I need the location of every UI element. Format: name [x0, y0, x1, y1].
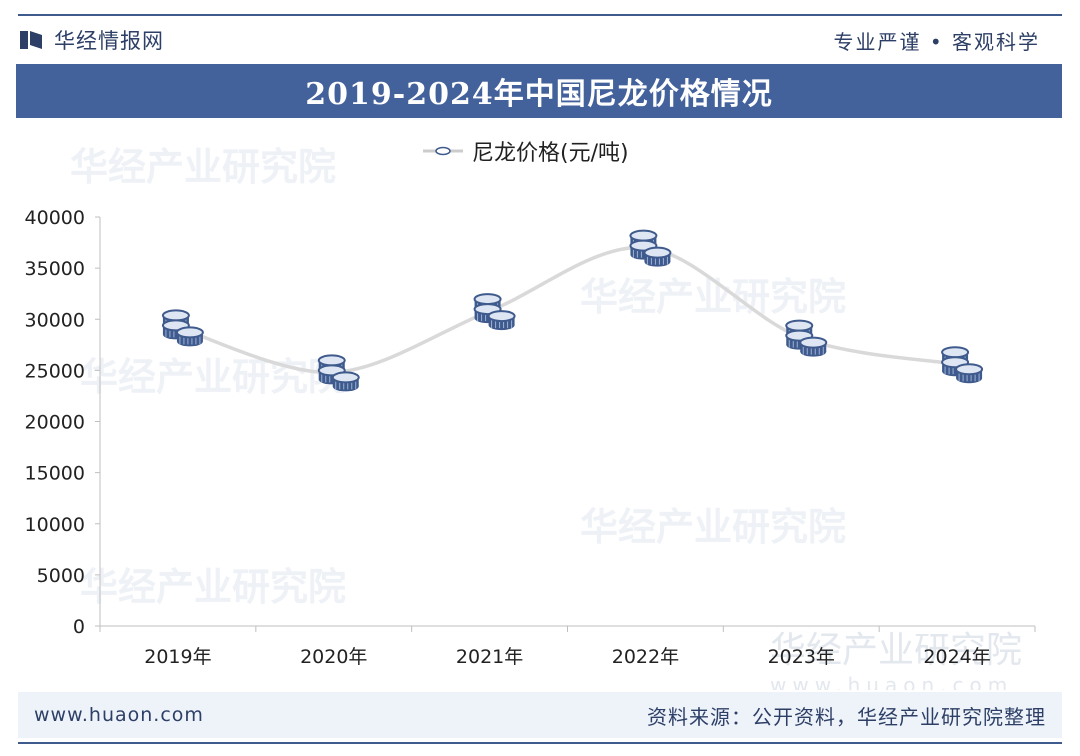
- series: [161, 229, 984, 392]
- watermark-text: 华经产业研究院: [80, 355, 346, 399]
- x-tick-label: 2020年: [300, 646, 367, 668]
- legend: 尼龙价格(元/吨): [423, 141, 629, 166]
- y-tick-label: 15000: [25, 463, 85, 485]
- y-tick-label: 0: [73, 616, 85, 638]
- x-tick-label: 2019年: [144, 646, 211, 668]
- y-tick-label: 5000: [37, 565, 85, 587]
- axes: 0 5000 10000 15000 20000 25000 30000 35000 40000…: [25, 207, 1036, 668]
- data-point-marker-coin-stack-icon: [629, 229, 672, 267]
- logo-icon: [20, 31, 42, 49]
- brand-name: 华经情报网: [54, 29, 164, 53]
- bottom-border: [18, 742, 1062, 744]
- legend-marker-icon: [435, 146, 451, 156]
- x-tick-label: 2023年: [768, 646, 835, 668]
- watermark-text: 华经产业研究院: [80, 565, 346, 609]
- x-tick-label: 2022年: [612, 646, 679, 668]
- y-tick-label: 20000: [25, 412, 85, 434]
- footer: www.huaon.com 资料来源：公开资料，华经产业研究院整理: [18, 692, 1062, 738]
- watermark-text: 华经产业研究院: [70, 145, 336, 189]
- y-tick-label: 30000: [25, 309, 85, 331]
- title-bar: 2019-2024年中国尼龙价格情况: [16, 64, 1062, 118]
- x-tick-label: 2024年: [923, 646, 990, 668]
- chart-title: 2019-2024年中国尼龙价格情况: [305, 77, 773, 112]
- header: 华经情报网 专业严谨 • 客观科学: [18, 22, 1062, 58]
- watermarks: 华经产业研究院华经产业研究院华经产业研究院华经产业研究院华经产业研究院华经产业研…: [70, 145, 1022, 690]
- y-tick-label: 40000: [25, 207, 85, 229]
- slogan: 专业严谨 • 客观科学: [833, 29, 1040, 54]
- watermark-url: www.huaon.com: [770, 673, 1013, 690]
- brand: 华经情报网: [18, 25, 164, 55]
- watermark-text: 华经产业研究院: [580, 505, 846, 549]
- footer-url: www.huaon.com: [34, 704, 204, 726]
- y-tick-label: 35000: [25, 258, 85, 280]
- top-border: [18, 14, 1062, 16]
- footer-source: 资料来源：公开资料，华经产业研究院整理: [647, 704, 1046, 729]
- data-point-marker-coin-stack-icon: [473, 293, 516, 331]
- watermark-text: 华经产业研究院: [770, 630, 1022, 671]
- data-point-marker-coin-stack-icon: [317, 354, 360, 392]
- legend-label: 尼龙价格(元/吨): [472, 141, 629, 166]
- data-point-marker-coin-stack-icon: [161, 309, 204, 347]
- x-tick-label: 2021年: [456, 646, 523, 668]
- data-point-marker-coin-stack-icon: [785, 319, 828, 357]
- watermark-text: 华经产业研究院: [580, 275, 846, 319]
- y-tick-label: 25000: [25, 360, 85, 382]
- nylon-price-line-chart: 华经产业研究院华经产业研究院华经产业研究院华经产业研究院华经产业研究院华经产业研…: [25, 141, 1036, 690]
- y-tick-label: 10000: [25, 514, 85, 536]
- data-point-marker-coin-stack-icon: [941, 346, 984, 384]
